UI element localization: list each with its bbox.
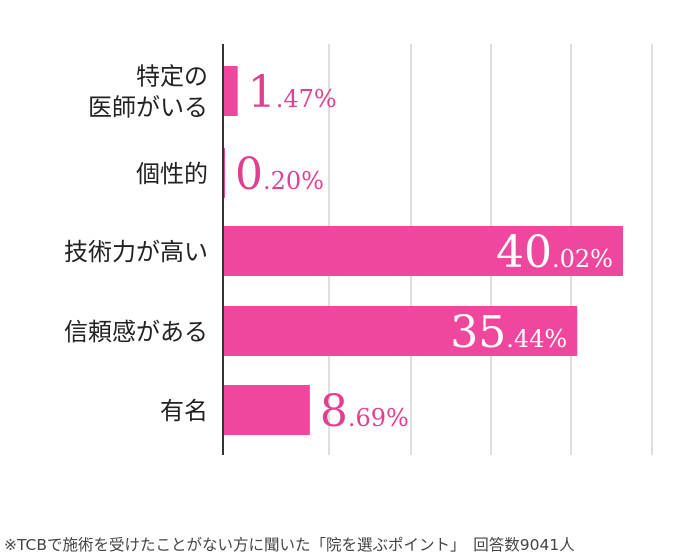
footnote: ※TCBで施術を受けたことがない方に聞いた「院を選ぶポイント」 回答数9041人 bbox=[4, 536, 575, 554]
value-label: 8.69% bbox=[320, 386, 409, 437]
bar bbox=[223, 226, 623, 276]
value-label: 40.02% bbox=[496, 227, 613, 278]
category-label: 技術力が高い bbox=[64, 238, 208, 266]
value-label: 1.47% bbox=[248, 67, 337, 118]
bar bbox=[223, 385, 310, 435]
value-label: 0.20% bbox=[235, 149, 324, 200]
category-label: 特定の医師がいる bbox=[88, 63, 208, 122]
value-label: 35.44% bbox=[450, 307, 567, 358]
value-labels: 1.47% 0.20% 40.02% 35.44% 8.69% bbox=[235, 67, 613, 437]
category-label: 個性的 bbox=[136, 160, 208, 188]
bars bbox=[223, 66, 623, 435]
bar bbox=[223, 306, 578, 356]
category-label: 有名 bbox=[160, 397, 208, 425]
category-label: 信頼感がある bbox=[64, 318, 208, 346]
bar bbox=[223, 66, 238, 116]
